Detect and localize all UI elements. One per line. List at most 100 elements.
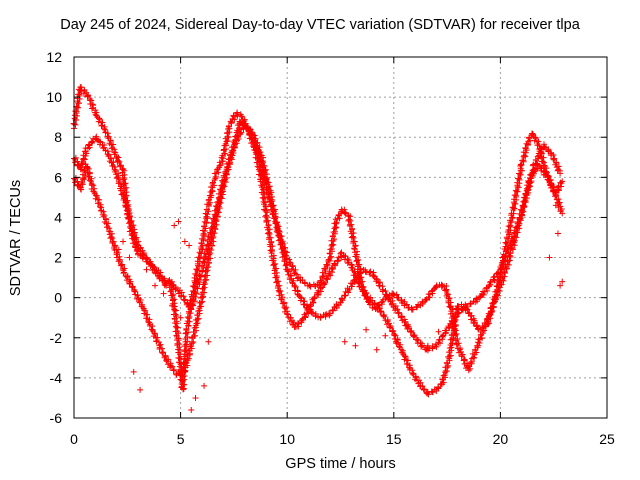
- data-point: [107, 137, 114, 144]
- data-point: [188, 343, 195, 350]
- data-point: [117, 262, 124, 269]
- data-point: [500, 269, 507, 276]
- data-point: [341, 292, 348, 299]
- data-point: [152, 282, 159, 289]
- data-point: [120, 176, 127, 183]
- data-point: [207, 255, 214, 262]
- data-point: [515, 175, 522, 182]
- data-point: [435, 384, 442, 391]
- data-point: [238, 113, 245, 120]
- data-point: [283, 310, 290, 317]
- data-point: [177, 314, 184, 321]
- data-point: [352, 242, 359, 249]
- data-point: [201, 289, 208, 296]
- data-point: [157, 341, 164, 348]
- data-point: [268, 203, 275, 210]
- data-point: [196, 272, 203, 279]
- data-point: [522, 153, 529, 160]
- data-point: [386, 324, 393, 331]
- data-point: [119, 190, 126, 197]
- data-point: [429, 344, 436, 351]
- data-point: [357, 281, 364, 288]
- data-point: [440, 372, 447, 379]
- data-point: [327, 246, 334, 253]
- data-point: [452, 332, 459, 339]
- data-point: [263, 213, 270, 220]
- data-point: [272, 220, 279, 227]
- data-point: [302, 314, 309, 321]
- data-point: [341, 209, 348, 216]
- data-point: [236, 118, 243, 125]
- data-point: [188, 301, 195, 308]
- y-tick-label: 12: [46, 49, 62, 65]
- data-point: [105, 228, 112, 235]
- data-point: [193, 284, 200, 291]
- data-point: [200, 230, 207, 237]
- data-point: [419, 383, 426, 390]
- data-point: [529, 130, 536, 137]
- data-point: [396, 343, 403, 350]
- y-tick-label: 6: [54, 169, 62, 185]
- data-point: [84, 92, 91, 99]
- data-point: [192, 332, 199, 339]
- data-point: [522, 145, 529, 152]
- data-point: [559, 210, 566, 217]
- x-tick-label: 5: [177, 431, 185, 447]
- data-point: [261, 206, 268, 213]
- data-point: [139, 252, 146, 259]
- y-axis-label: SDTVAR / TECUs: [8, 179, 24, 297]
- data-point: [306, 282, 313, 289]
- data-point: [449, 310, 456, 317]
- data-point: [289, 262, 296, 269]
- data-point: [321, 265, 328, 272]
- data-point: [130, 368, 137, 375]
- data-point: [349, 233, 356, 240]
- data-point: [181, 348, 188, 355]
- data-point: [194, 267, 201, 274]
- data-point: [382, 332, 389, 339]
- data-point: [517, 161, 524, 168]
- data-point: [204, 241, 211, 248]
- data-point: [219, 182, 226, 189]
- data-point: [470, 320, 477, 327]
- data-point: [380, 312, 387, 319]
- data-point: [278, 295, 285, 302]
- data-point: [315, 281, 322, 288]
- data-point: [289, 279, 296, 286]
- data-point: [446, 345, 453, 352]
- data-point: [78, 160, 85, 167]
- data-point: [537, 149, 544, 156]
- data-point: [93, 136, 100, 143]
- data-point: [454, 310, 461, 317]
- data-point: [500, 277, 507, 284]
- data-point: [78, 179, 85, 186]
- data-point: [238, 113, 245, 120]
- data-point: [272, 215, 279, 222]
- data-point: [294, 275, 301, 282]
- data-point: [468, 312, 475, 319]
- data-point: [534, 153, 541, 160]
- data-point: [102, 215, 109, 222]
- data-point: [163, 282, 170, 289]
- data-point: [307, 283, 314, 290]
- data-point: [204, 256, 211, 263]
- data-point: [360, 283, 367, 290]
- data-point: [418, 343, 425, 350]
- data-point: [116, 158, 123, 165]
- data-point: [538, 167, 545, 174]
- data-point: [338, 296, 345, 303]
- data-point: [107, 155, 114, 162]
- data-point: [351, 268, 358, 275]
- data-point: [172, 320, 179, 327]
- data-point: [81, 167, 88, 174]
- data-point: [200, 258, 207, 265]
- x-tick-label: 25: [599, 431, 615, 447]
- data-point: [185, 347, 192, 354]
- data-point: [478, 335, 485, 342]
- data-point: [467, 359, 474, 366]
- data-point: [408, 305, 415, 312]
- data-point: [517, 206, 524, 213]
- data-point: [559, 178, 566, 185]
- data-point: [156, 274, 163, 281]
- data-point: [171, 222, 178, 229]
